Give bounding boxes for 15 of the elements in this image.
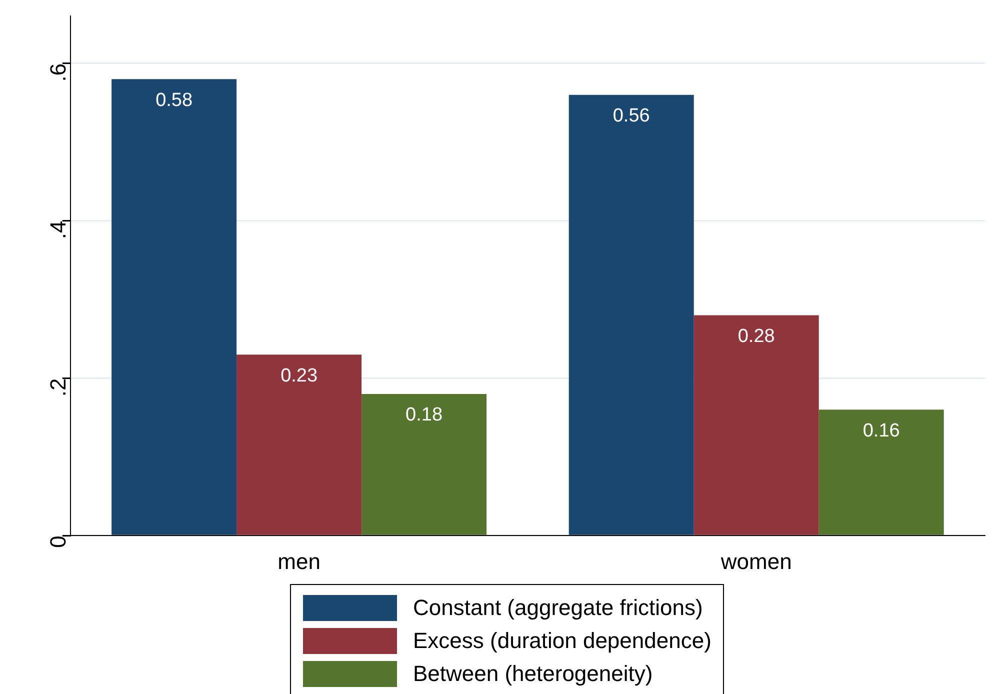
data-label: 0.23 [280, 365, 318, 386]
data-label: 0.28 [738, 326, 775, 347]
legend-label: Excess (duration dependence) [413, 628, 712, 654]
legend-label: Constant (aggregate frictions) [413, 594, 703, 620]
y-tick-label: .2 [45, 378, 70, 397]
y-tick-label: .4 [45, 220, 70, 240]
y-tick-label: 0 [45, 536, 70, 548]
data-label: 0.58 [156, 90, 193, 111]
data-label: 0.16 [862, 420, 900, 442]
x-tick-label: women [720, 548, 792, 574]
y-tick-label: .6 [45, 63, 70, 82]
data-label: 0.56 [612, 106, 650, 127]
data-label: 0.18 [406, 404, 443, 426]
x-tick-label: men [278, 548, 320, 574]
legend-label: Between (heterogeneity) [413, 660, 653, 686]
